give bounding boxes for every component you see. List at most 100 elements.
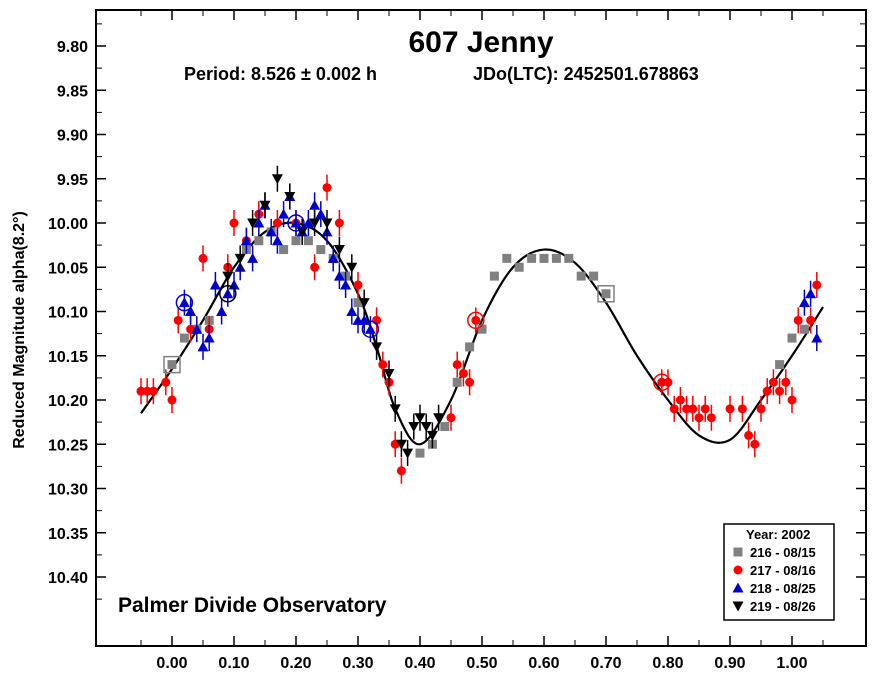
y-tick-label: 10.00 — [48, 216, 88, 233]
x-tick-label: 0.00 — [156, 655, 187, 672]
legend-box — [723, 523, 835, 621]
data-point — [706, 413, 716, 423]
data-point — [452, 360, 462, 370]
y-tick-label: 10.15 — [48, 349, 88, 366]
x-tick-label: 0.40 — [404, 655, 435, 672]
data-point — [812, 280, 822, 290]
y-tick-label: 10.10 — [48, 305, 88, 322]
data-point — [798, 297, 810, 308]
data-point — [185, 306, 197, 316]
data-point — [272, 218, 282, 228]
legend-marker — [732, 601, 744, 612]
data-point — [291, 236, 301, 246]
highlight-marker — [467, 311, 485, 330]
y-axis-ticks: 9.80 9.85 9.90 9.95 10.00 10.05 10.10 10.15 10.2… — [48, 23, 866, 600]
data-point — [458, 368, 468, 378]
fit-curve-group — [140, 221, 824, 446]
data-point — [402, 448, 414, 459]
y-tick-label: 10.25 — [48, 437, 88, 454]
data-point — [426, 430, 438, 441]
data-point — [452, 377, 462, 387]
x-tick-label: 0.90 — [714, 655, 745, 672]
data-point — [471, 315, 481, 325]
data-point — [234, 253, 246, 264]
data-point — [353, 280, 363, 290]
data-point — [514, 262, 524, 272]
data-point — [322, 183, 332, 193]
data-point — [265, 226, 277, 237]
data-point — [408, 422, 420, 433]
data-point — [781, 377, 791, 387]
data-point — [787, 333, 797, 343]
data-point — [240, 235, 252, 246]
data-point — [321, 218, 333, 229]
fit-curve — [140, 221, 824, 446]
data-point — [383, 368, 395, 379]
data-point — [333, 270, 345, 281]
data-point — [247, 218, 259, 229]
chart-title: 607 Jenny — [408, 26, 553, 59]
data-point — [284, 191, 296, 202]
data-point — [688, 404, 698, 414]
data-point — [222, 288, 234, 299]
data-point — [694, 413, 704, 423]
data-point — [756, 404, 766, 414]
data-point — [309, 199, 321, 210]
x-tick-label: 0.20 — [280, 655, 311, 672]
data-point — [775, 360, 785, 370]
y-tick-label: 10.40 — [48, 570, 88, 587]
data-point — [793, 315, 803, 325]
data-point — [278, 208, 290, 219]
data-point — [197, 341, 209, 352]
legend-title: Year: 2002 — [746, 527, 810, 542]
data-point — [209, 279, 221, 290]
y-tick-label: 9.85 — [57, 83, 88, 100]
data-point — [657, 377, 667, 387]
data-point — [601, 289, 611, 299]
data-point — [762, 386, 772, 396]
data-point — [415, 448, 425, 458]
x-axis-ticks: 0.00 0.10 0.20 0.30 0.40 0.50 0.60 0.70 0.80 0.90… — [140, 10, 824, 672]
data-point — [229, 218, 239, 228]
data-point — [682, 404, 692, 414]
data-point — [663, 377, 673, 387]
data-point — [806, 315, 816, 325]
data-point — [315, 208, 327, 219]
observatory-annotation: Palmer Divide Observatory — [118, 594, 387, 617]
y-tick-label: 9.90 — [57, 128, 88, 145]
chart-period: Period: 8.526 ± 0.002 h — [184, 64, 377, 84]
y-tick-label: 10.05 — [48, 260, 88, 277]
x-tick-label: 0.50 — [466, 655, 497, 672]
data-point — [446, 413, 456, 423]
highlight-marker — [597, 285, 615, 303]
highlight-marker — [175, 293, 194, 312]
data-point — [148, 386, 158, 396]
data-point — [191, 323, 203, 334]
data-point — [576, 271, 586, 281]
plot-frame — [95, 9, 867, 647]
data-point — [539, 253, 549, 263]
legend-label: 217 - 08/16 — [750, 563, 816, 578]
data-point — [378, 360, 388, 370]
legend-marker — [733, 565, 743, 575]
data-point — [161, 377, 171, 387]
data-point — [700, 404, 710, 414]
data-point — [327, 252, 339, 263]
data-point — [805, 288, 817, 299]
data-point — [346, 262, 358, 273]
data-point — [254, 236, 264, 246]
highlight-marker — [219, 285, 237, 303]
data-point — [179, 333, 189, 343]
data-point — [502, 253, 512, 263]
data-point — [271, 235, 283, 246]
highlight-marker — [163, 355, 181, 374]
data-point — [527, 253, 537, 263]
data-point — [253, 217, 265, 228]
data-point — [316, 245, 326, 255]
data-point — [395, 439, 407, 450]
data-point — [222, 271, 234, 282]
data-point — [302, 217, 314, 228]
x-tick-label: 0.60 — [528, 655, 559, 672]
data-point — [310, 262, 320, 272]
x-tick-label: 0.10 — [218, 655, 249, 672]
